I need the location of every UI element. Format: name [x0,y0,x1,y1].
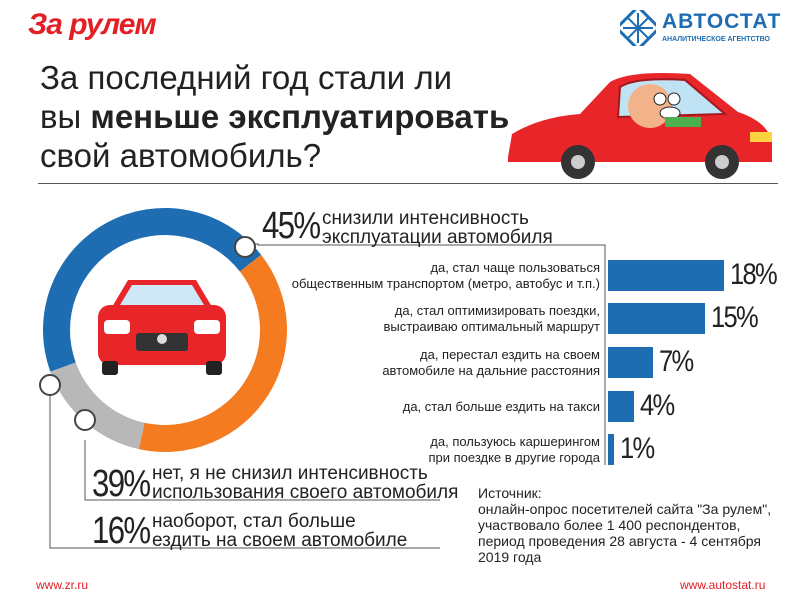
source-line-4: 2019 года [478,549,542,565]
bar-value-2: 15% [710,301,759,334]
title-line-3: свой автомобиль? [40,137,322,174]
segment-2-label: нет, я не снизил интенсивность использов… [152,464,458,502]
zr-logo: За рулем [28,8,157,41]
segment-2-label-line-1: нет, я не снизил интенсивность [152,463,428,484]
bar-label-3-line-2: автомобиле на дальние расстояния [382,363,600,378]
title-line-2-bold: меньше эксплуатировать [90,98,510,135]
bar-label-2-line-1: да, стал оптимизировать поездки, [394,303,600,318]
bar-value-5: 1% [620,432,655,465]
pct-45-label: 45% [262,205,321,247]
bar-label-5: да, пользуюсь каршерингом при поездке в д… [260,434,600,466]
bar-label-5-line-2: при поездке в другие города [428,450,600,465]
title-line-1: За последний год стали ли [40,59,453,96]
source-line-2: участвовало более 1 400 респондентов, [478,517,741,533]
bar-5 [608,434,615,465]
bar-label-4-line-1: да, стал больше ездить на такси [402,399,600,414]
source-block: Источник: онлайн-опрос посетителей сайта… [478,485,778,565]
autostat-logo: АВТОСТАТ АНАЛИТИЧЕСКОЕ АГЕНТСТВО [620,8,780,48]
footer-link-zr[interactable]: www.zr.ru [36,578,89,592]
donut-segment-3 [50,362,145,450]
bar-label-1: да, стал чаще пользоваться общественным т… [260,260,600,292]
source-line-3: период проведения 28 августа - 4 сентябр… [478,533,761,549]
bar-label-4: да, стал больше ездить на такси [260,399,600,415]
cartoon-car-illustration [508,73,772,179]
bar-2 [608,303,705,334]
pct-39-label: 39% [92,463,151,505]
bar-value-1: 18% [730,258,778,291]
bar-label-1-line-1: да, стал чаще пользоваться [430,260,600,275]
donut-segment-2 [138,254,287,452]
car-front-icon [98,280,226,375]
segment-3-label-line-1: наоборот, стал больше [152,511,356,532]
bar-value-3: 7% [659,345,694,378]
bar-4 [608,391,634,422]
donut-segment-1 [43,208,262,372]
bar-label-1-line-2: общественным транспортом (метро, автобус… [291,276,600,291]
bar-label-2: да, стал оптимизировать поездки, выстраив… [260,303,600,335]
segment-1-label-line-1: снизили интенсивность [322,208,529,229]
page-title: За последний год стали ли вы меньше эксп… [40,58,520,175]
title-line-2-pre: вы [40,98,91,135]
autostat-name: АВТОСТАТ [662,10,782,33]
segment-marker-45 [234,236,256,258]
segment-1-label: снизили интенсивность эксплуатации автом… [322,209,553,247]
header-divider [38,183,778,184]
autostat-emblem-icon [620,10,656,46]
source-heading: Источник: [478,485,542,501]
bar-1 [608,260,724,291]
segment-1-label-line-2: эксплуатации автомобиля [322,227,553,248]
bar-label-3: да, перестал ездить на своем автомобиле н… [260,347,600,379]
segment-marker-39 [74,409,96,431]
bar-label-2-line-2: выстраиваю оптимальный маршрут [383,319,600,334]
bar-3 [608,347,654,378]
donut-chart [39,208,287,452]
footer-link-autostat[interactable]: www.autostat.ru [680,578,766,592]
bar-value-4: 4% [639,389,675,422]
segment-marker-16 [39,374,61,396]
segment-3-label-line-2: ездить на своем автомобиле [152,530,408,551]
source-line-1: онлайн-опрос посетителей сайта "За рулем… [478,501,772,517]
pct-16-label: 16% [92,510,151,552]
autostat-subtitle: АНАЛИТИЧЕСКОЕ АГЕНТСТВО [662,36,770,43]
bar-label-5-line-1: да, пользуюсь каршерингом [430,434,600,449]
bar-label-3-line-1: да, перестал ездить на своем [420,347,600,362]
segment-2-label-line-2: использования своего автомобиля [152,482,459,503]
segment-3-label: наоборот, стал больше ездить на своем ав… [152,512,407,550]
